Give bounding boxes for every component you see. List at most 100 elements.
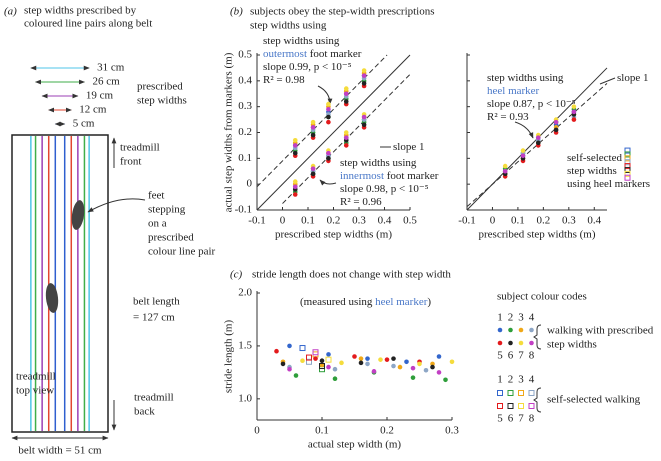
label: prescribed [148,232,194,244]
annotation-part: heel marker [375,296,428,308]
annotation-part: step widths using [263,35,340,47]
legend-swatch [528,390,535,396]
point [502,163,508,169]
annotation-part: slope 0.98, p < 10⁻⁵ [340,183,429,195]
point [436,370,442,375]
point [292,150,298,156]
point [343,130,349,135]
brace [533,387,542,413]
legend-text: step widths [547,339,597,351]
label: treadmill [134,392,174,404]
point [310,132,316,138]
legend-swatch [508,327,513,333]
legend-swatch [507,390,514,396]
panel-label: (b) [230,6,243,18]
arrow [87,198,146,213]
point [502,168,508,174]
annotation: outermost foot marker [263,48,362,60]
annotation-part: outermost [263,48,307,60]
point [310,125,316,130]
annotation-part: step widths [567,165,617,177]
label: prescribed [137,81,183,93]
annotation: slope 1 [393,141,424,153]
legend-swatch [508,340,513,346]
label: feet [148,190,164,202]
self-selected-point [325,356,332,363]
belt-lines [30,136,90,431]
x-tick-label: 0.3 [445,425,459,437]
x-tick-label: 0.4 [587,215,601,227]
annotation: step widths using [263,35,340,47]
y-tick-label: -0.1 [235,204,252,216]
annotation-part: R² = 0.93 [487,111,529,123]
y-tick-label: 0.4 [238,74,252,86]
label: on a [148,218,167,230]
annotation-part: using heel markers [567,178,650,190]
point [280,361,286,367]
annotation-part: heel marker [487,85,540,97]
width-label: 12 cm [79,104,107,116]
legend-swatch [507,403,514,409]
point [310,166,316,171]
self-selected-point [306,358,312,365]
legend-label: 7 [518,413,524,425]
annotation: R² = 0.93 [487,111,529,123]
point [287,366,292,372]
legend-label: 3 [518,312,524,324]
legend-swatch [518,327,524,333]
point [535,135,541,140]
point [326,364,331,370]
x-tick-label: 0 [490,215,496,227]
point [436,354,442,359]
point [365,356,370,361]
label: top view [16,385,54,397]
x-tick-label: 0.2 [536,215,550,227]
legend-title: subject colour codes [497,291,587,303]
arrow [317,85,333,105]
point [326,150,331,156]
identity-line [256,54,411,211]
point [326,156,331,161]
point [361,81,367,86]
point [332,366,338,372]
label: treadmill [16,371,56,383]
legend-swatch [529,340,534,346]
point [410,365,416,371]
y-tick-label: 0 [247,178,253,190]
self-selected-point [624,170,631,177]
annotation-part: R² = 0.98 [263,74,305,86]
annotation-part: slope 1 [393,141,424,153]
point [430,364,435,370]
brace [533,324,542,350]
point [292,192,298,197]
legend-swatch [529,327,534,333]
annotation: heel marker [487,85,540,97]
point [553,127,559,133]
point [430,361,435,367]
point [358,360,364,366]
label: colour line pair [148,246,216,258]
annotation-part: foot marker [384,170,439,182]
point [310,119,316,125]
x-tick-label: 0.1 [301,215,315,227]
point [274,348,279,354]
point [339,360,344,366]
panel-label: (a) [4,6,17,18]
legend-label: 3 [518,374,524,386]
point [520,153,526,159]
y-tick-label: 0.3 [238,100,252,112]
x-tick-label: 0.1 [315,425,329,437]
self-selected-point [319,366,325,373]
point [404,359,409,365]
legend-text: self-selected walking [547,394,641,406]
annotation-part: R² = 0.96 [340,196,382,208]
annotation-part: slope 0.99, p < 10⁻⁵ [263,61,352,73]
x-tick-label: -0.1 [248,215,265,227]
arrow [319,179,337,186]
legend-label: 2 [508,312,514,324]
point [332,376,338,382]
annotation: R² = 0.96 [340,196,382,208]
point [391,356,396,361]
y-tick-label: 1.5 [238,339,252,351]
point [423,367,429,373]
